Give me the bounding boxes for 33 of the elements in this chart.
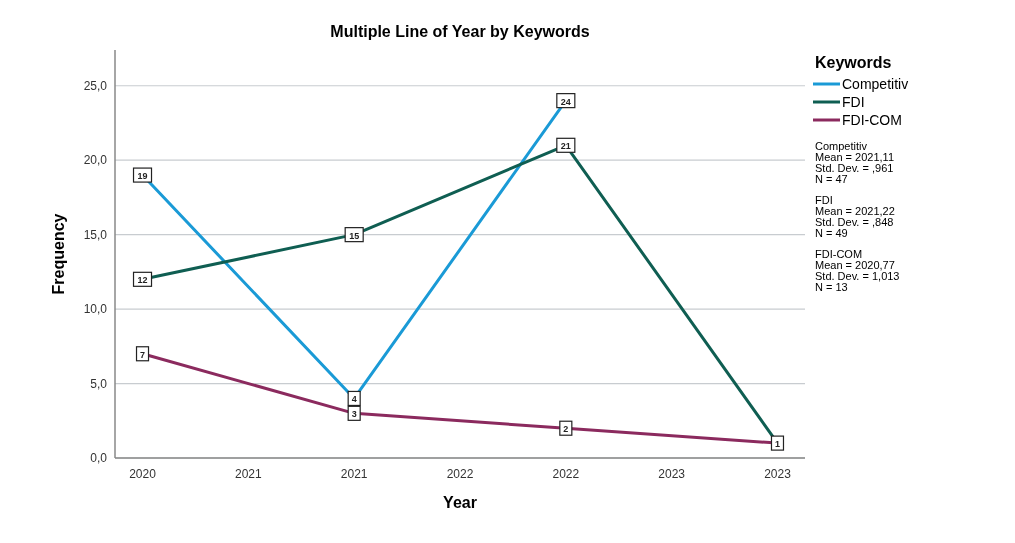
data-label: 2: [563, 424, 569, 435]
text: FDI Mean = 2021,22 Std. Dev. = ,848 N = 49: [815, 194, 895, 239]
data-label: 21: [560, 141, 571, 152]
x-tick-label: 2022: [552, 467, 580, 481]
x-tick-label: 2022: [446, 467, 474, 481]
data-label: 3: [351, 409, 357, 420]
data-label: 12: [137, 275, 148, 286]
x-axis-title: Year: [443, 494, 477, 511]
text: FDI-COM Mean = 2020,77 Std. Dev. = 1,013 N = 13: [815, 248, 900, 293]
legend-label: FDI: [842, 94, 865, 110]
data-label: 24: [560, 96, 571, 107]
legend-title: Keywords: [815, 54, 892, 71]
text: Competitiv Mean = 2021,11 Std. Dev. = ,961 N = 47: [815, 140, 894, 185]
chart-title: Multiple Line of Year by Keywords: [330, 23, 590, 40]
y-tick-label: 10,0: [83, 302, 108, 317]
x-tick-label: 2023: [764, 467, 792, 481]
y-tick-label: 20,0: [83, 153, 108, 168]
legend-label: Competitiv: [842, 76, 909, 92]
y-axis-title: Frequency: [50, 213, 67, 295]
x-tick-label: 2021: [234, 467, 263, 481]
x-tick-label: 2020: [129, 467, 157, 481]
data-label: 1: [774, 439, 780, 450]
x-tick-label: 2023: [658, 467, 686, 481]
data-label: 15: [349, 230, 360, 241]
y-tick-label: 0,0: [90, 451, 108, 465]
y-tick-label: 15,0: [83, 227, 108, 242]
data-label: 7: [140, 349, 146, 360]
data-label: 19: [137, 171, 148, 182]
data-label: 4: [351, 394, 357, 405]
y-tick-label: 5,0: [90, 376, 108, 391]
y-tick-label: 25,0: [83, 78, 108, 93]
x-tick-label: 2021: [340, 467, 368, 481]
legend-label: FDI-COM: [842, 112, 902, 128]
